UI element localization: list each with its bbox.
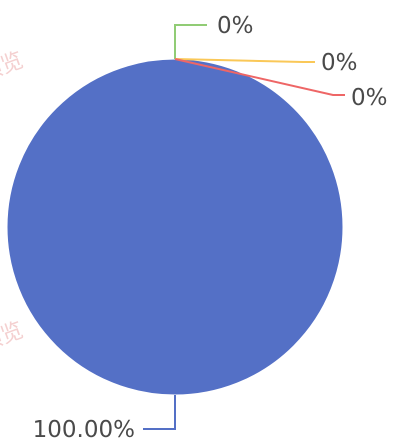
data-labels: 100.00% 0% 0% 0% [31,12,389,441]
pie-slices [6,58,344,396]
leader-lines [143,24,345,430]
watermark-left-top: 仅供预览 [0,48,27,102]
data-label-3: 0% [351,85,388,111]
data-label-0: 100.00% [33,417,135,441]
leader-line-3 [174,58,345,96]
data-label-2: 0% [321,50,358,76]
leader-line-1 [174,24,207,59]
watermark-left-bottom: 仅供预览 [0,318,27,372]
pie-slice-0[interactable] [6,58,344,396]
leader-line-0 [143,395,176,430]
leader-line-2 [174,58,315,63]
data-label-1: 0% [217,13,254,39]
